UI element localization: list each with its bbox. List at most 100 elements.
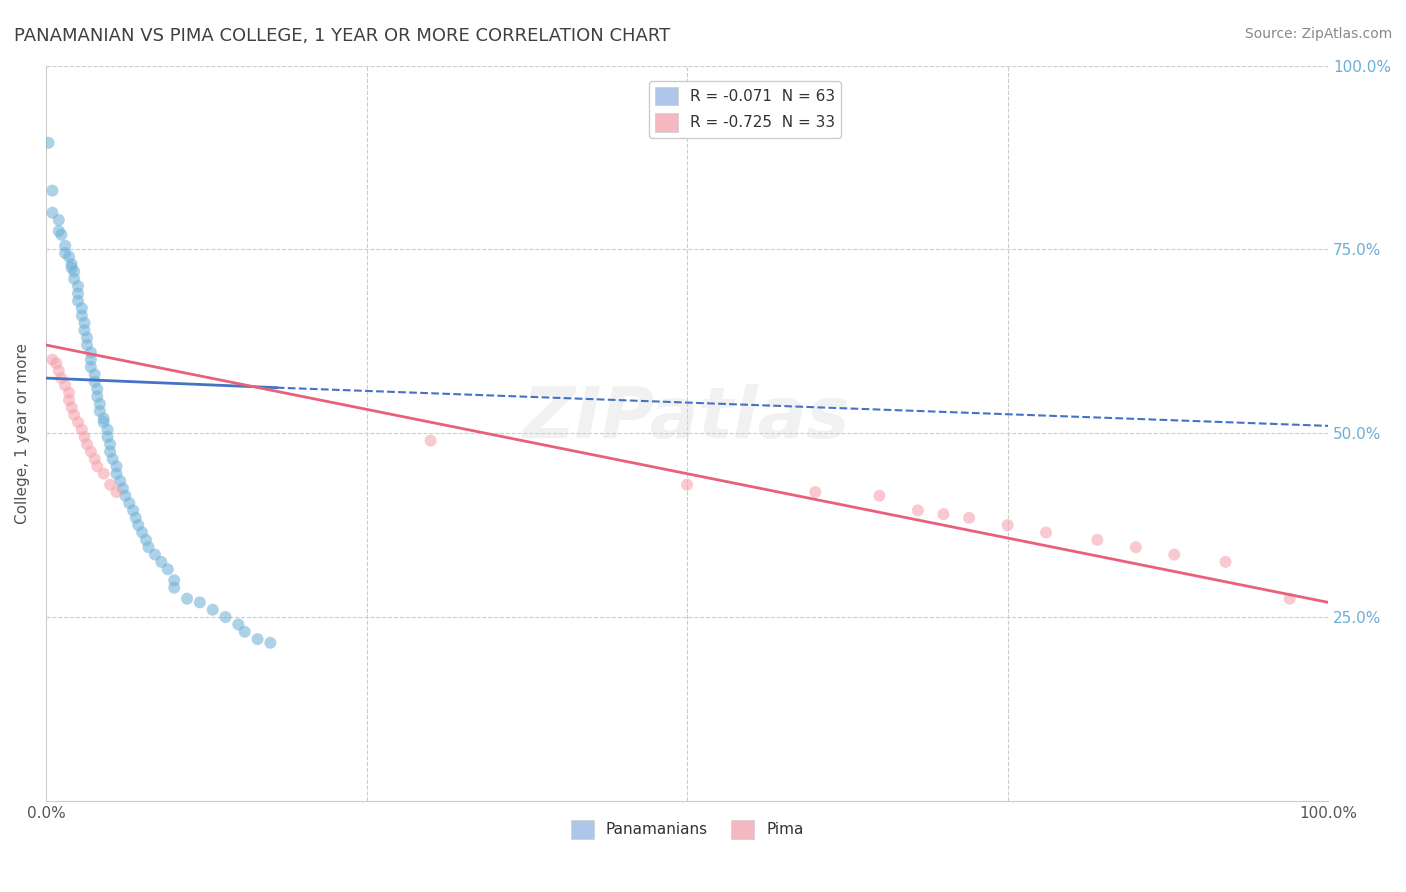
Point xyxy=(214,610,236,624)
Point xyxy=(176,591,198,606)
Text: Source: ZipAtlas.com: Source: ZipAtlas.com xyxy=(1244,27,1392,41)
Point xyxy=(60,257,83,271)
Point xyxy=(163,574,186,588)
Point xyxy=(80,360,103,375)
Point xyxy=(259,636,281,650)
Point xyxy=(131,525,153,540)
Point xyxy=(80,345,103,359)
Point xyxy=(48,213,70,227)
Point xyxy=(226,617,249,632)
Point xyxy=(96,430,118,444)
Point xyxy=(53,246,76,260)
Point xyxy=(1035,525,1057,540)
Point xyxy=(105,485,128,500)
Point xyxy=(48,224,70,238)
Point xyxy=(60,401,83,415)
Point xyxy=(58,250,80,264)
Point xyxy=(138,540,160,554)
Point xyxy=(51,227,73,242)
Point xyxy=(163,581,186,595)
Point xyxy=(66,286,89,301)
Point xyxy=(98,444,121,458)
Point xyxy=(63,408,86,422)
Point xyxy=(233,624,256,639)
Point xyxy=(907,503,929,517)
Point xyxy=(53,238,76,252)
Point xyxy=(246,632,269,647)
Point xyxy=(70,423,93,437)
Point xyxy=(51,371,73,385)
Text: PANAMANIAN VS PIMA COLLEGE, 1 YEAR OR MORE CORRELATION CHART: PANAMANIAN VS PIMA COLLEGE, 1 YEAR OR MO… xyxy=(14,27,671,45)
Point xyxy=(156,562,179,576)
Point xyxy=(73,430,96,444)
Point xyxy=(70,309,93,323)
Point xyxy=(93,411,115,425)
Point xyxy=(76,331,98,345)
Point xyxy=(66,415,89,429)
Point xyxy=(89,404,111,418)
Point xyxy=(76,338,98,352)
Point xyxy=(135,533,157,547)
Point xyxy=(86,382,108,396)
Point xyxy=(66,279,89,293)
Point xyxy=(1278,591,1301,606)
Point xyxy=(45,356,67,370)
Point xyxy=(118,496,141,510)
Point xyxy=(98,477,121,491)
Legend: Panamanians, Pima: Panamanians, Pima xyxy=(565,814,810,845)
Point xyxy=(1215,555,1237,569)
Point xyxy=(58,385,80,400)
Point xyxy=(60,260,83,275)
Point xyxy=(93,415,115,429)
Point xyxy=(868,489,890,503)
Point xyxy=(96,423,118,437)
Point xyxy=(1085,533,1108,547)
Point xyxy=(41,184,63,198)
Point xyxy=(58,393,80,408)
Point xyxy=(76,437,98,451)
Point xyxy=(150,555,173,569)
Point xyxy=(73,323,96,337)
Point xyxy=(932,507,955,521)
Point xyxy=(83,452,105,467)
Point xyxy=(98,437,121,451)
Point xyxy=(105,459,128,474)
Point xyxy=(66,293,89,308)
Point xyxy=(676,477,699,491)
Point xyxy=(38,136,60,150)
Point xyxy=(63,264,86,278)
Point xyxy=(86,389,108,403)
Point xyxy=(63,272,86,286)
Point xyxy=(105,467,128,481)
Point xyxy=(122,503,145,517)
Point xyxy=(41,352,63,367)
Point xyxy=(80,444,103,458)
Point xyxy=(127,518,149,533)
Text: ZIPatlas: ZIPatlas xyxy=(523,384,851,453)
Point xyxy=(83,368,105,382)
Point xyxy=(1125,540,1147,554)
Point xyxy=(111,482,134,496)
Point xyxy=(1163,548,1185,562)
Point xyxy=(83,375,105,389)
Point xyxy=(114,489,136,503)
Point xyxy=(143,548,166,562)
Point xyxy=(419,434,441,448)
Point xyxy=(86,459,108,474)
Point xyxy=(73,316,96,330)
Point xyxy=(70,301,93,316)
Point xyxy=(53,378,76,392)
Point xyxy=(125,510,148,524)
Point xyxy=(80,352,103,367)
Y-axis label: College, 1 year or more: College, 1 year or more xyxy=(15,343,30,524)
Point xyxy=(201,603,224,617)
Point xyxy=(804,485,827,500)
Point xyxy=(997,518,1019,533)
Point xyxy=(188,595,211,609)
Point xyxy=(41,205,63,219)
Point xyxy=(110,474,132,488)
Point xyxy=(957,510,980,524)
Point xyxy=(89,397,111,411)
Point xyxy=(93,467,115,481)
Point xyxy=(48,364,70,378)
